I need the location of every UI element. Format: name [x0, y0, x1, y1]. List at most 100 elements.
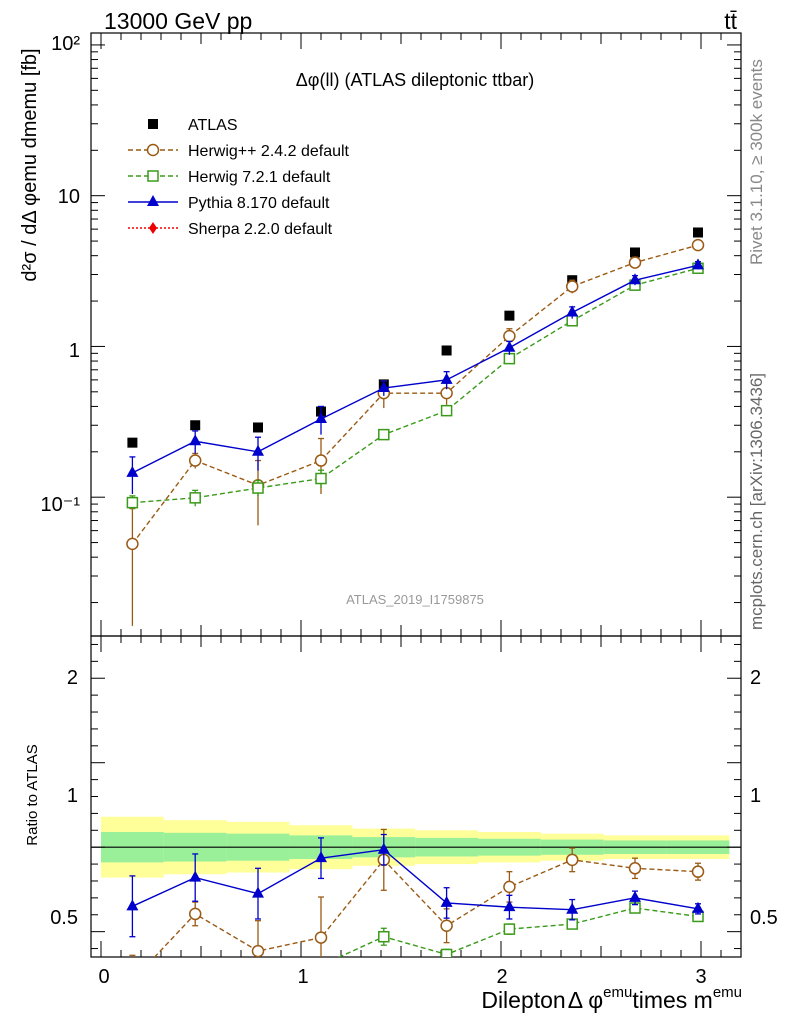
- data-point: [378, 428, 390, 441]
- ratio-series-pythia-8-170-default: [126, 833, 704, 938]
- series-line: [131, 244, 699, 545]
- ratio-frame: [90, 635, 742, 958]
- ratio-y-axis-label: Ratio to ATLAS: [24, 744, 41, 845]
- ratio-y-tick-label: 1: [67, 785, 78, 807]
- legend-entry: Sherpa 2.2.0 default: [128, 221, 333, 238]
- data-point: [566, 918, 578, 930]
- data-point: [628, 862, 642, 875]
- legend-label: Herwig 7.2.1 default: [188, 169, 331, 186]
- data-point: [503, 900, 516, 912]
- data-point: [440, 386, 453, 400]
- series-pythia-8-170-default: [126, 258, 704, 494]
- main-y-tick-label: 1: [69, 340, 80, 362]
- data-point: [503, 329, 516, 343]
- plot-title: Δφ(ll) (ATLAS dileptonic ttbar): [296, 70, 534, 90]
- data-point: [440, 948, 453, 957]
- data-point: [692, 901, 704, 913]
- data-point: [630, 247, 640, 258]
- main-y-tick-label: 10: [58, 186, 80, 208]
- legend-label: Herwig++ 2.4.2 default: [188, 143, 350, 160]
- data-point: [566, 305, 579, 317]
- data-point: [629, 273, 641, 285]
- data-point: [566, 902, 579, 914]
- data-point: [251, 944, 265, 957]
- data-point: [127, 437, 138, 448]
- data-point: [252, 886, 264, 898]
- data-point: [691, 865, 705, 878]
- x-tick-label: 2: [496, 966, 507, 988]
- data-point: [315, 412, 327, 424]
- data-point: [149, 222, 157, 234]
- ratio-y-tick-label-right: 2: [750, 667, 761, 689]
- data-point: [126, 496, 139, 509]
- legend-label: Pythia 8.170 default: [188, 195, 330, 212]
- data-point: [147, 195, 159, 206]
- main-y-axis-label: d²σ / dΔ φemu dmemu [fb]: [19, 48, 41, 281]
- data-point: [693, 227, 703, 238]
- legend-entry: Pythia 8.170 default: [128, 195, 330, 212]
- series-herwig-7-2-1-default: [126, 262, 704, 511]
- data-point: [188, 454, 202, 467]
- data-point: [377, 842, 390, 854]
- data-point: [440, 919, 453, 932]
- rivet-label: Rivet 3.1.10, ≥ 300k events: [747, 59, 766, 265]
- ratio-series-herwig-2-4-2-default: [129, 828, 705, 957]
- x-tick-label: 3: [695, 966, 706, 988]
- ratio-y-tick-label: 0.5: [50, 907, 78, 929]
- data-point: [252, 482, 264, 494]
- data-point: [378, 930, 390, 943]
- data-point: [503, 352, 516, 365]
- series-line: [153, 858, 699, 957]
- data-point: [440, 895, 453, 907]
- data-point: [253, 422, 263, 433]
- legend-label: ATLAS: [188, 117, 238, 134]
- data-point: [190, 420, 201, 431]
- data-point: [629, 890, 641, 902]
- x-tick-label: 1: [297, 966, 308, 988]
- series-line: [337, 907, 699, 957]
- data-point: [146, 143, 160, 157]
- data-point: [441, 345, 452, 356]
- data-point: [504, 310, 515, 321]
- data-point: [440, 372, 453, 384]
- data-point: [565, 280, 579, 293]
- data-point: [148, 119, 158, 129]
- ratio-y-tick-label: 2: [67, 667, 78, 689]
- data-point: [628, 256, 642, 269]
- data-point: [188, 907, 202, 921]
- ratio-y-tick-label-right: 1: [750, 785, 761, 807]
- data-point: [147, 170, 159, 182]
- data-point: [691, 238, 705, 252]
- series-line: [132, 264, 699, 474]
- data-point: [565, 853, 579, 867]
- series-atlas: [127, 227, 703, 448]
- analysis-watermark: ATLAS_2019_I1759875: [346, 592, 484, 607]
- ratio-series: [126, 828, 705, 957]
- series-line: [132, 267, 699, 504]
- ratio-y-tick-label-right: 0.5: [750, 907, 778, 929]
- data-point: [314, 454, 328, 467]
- energy-label: 13000 GeV pp: [104, 8, 252, 34]
- series-herwig-2-4-2-default: [126, 238, 705, 626]
- main-y-tick-label: 10⁻¹: [41, 494, 81, 516]
- legend-label: Sherpa 2.2.0 default: [188, 221, 333, 238]
- ratio-series-herwig-7-2-1-default: [337, 902, 704, 957]
- legend: ATLAS Herwig++ 2.4.2 default Herwig 7.2.1 …: [128, 117, 350, 238]
- main-axis-ticks: [91, 33, 741, 636]
- process-label: tt̄: [724, 8, 737, 34]
- data-point: [440, 404, 453, 417]
- data-point: [126, 899, 139, 911]
- series-line: [132, 848, 699, 911]
- data-point: [315, 851, 327, 863]
- data-point: [377, 381, 390, 393]
- main-y-tick-label: 10²: [51, 33, 80, 55]
- data-point: [314, 931, 328, 944]
- data-point: [126, 537, 139, 551]
- data-point: [189, 492, 201, 504]
- data-point: [315, 472, 327, 485]
- x-axis-label: DileptonΔ φemutimes memu: [481, 984, 742, 1013]
- ratio-panel: [90, 635, 742, 958]
- data-point: [503, 923, 516, 935]
- legend-entry: Herwig++ 2.4.2 default: [128, 143, 350, 160]
